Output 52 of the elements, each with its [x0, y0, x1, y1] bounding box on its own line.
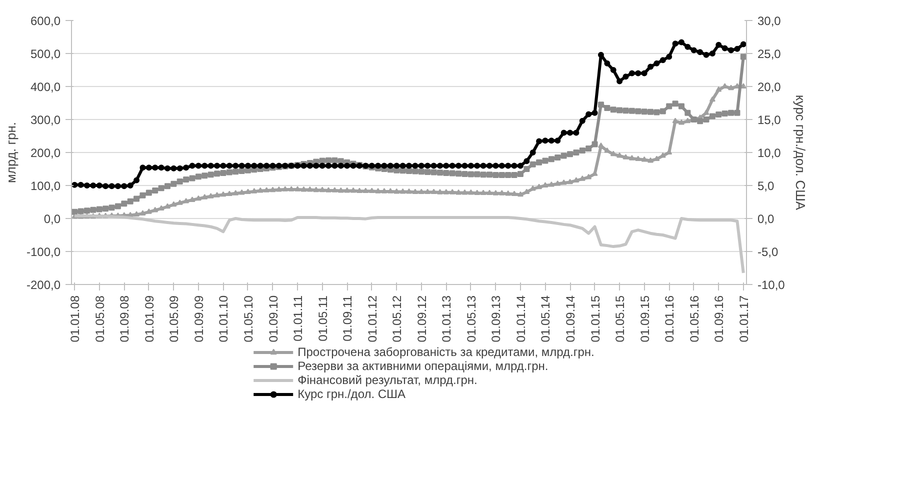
x-tick-label: 01.09.08 [118, 295, 132, 342]
x-tick-label: 01.09.14 [564, 295, 578, 342]
x-tick-label: 01.05.09 [167, 295, 182, 342]
x-tick-label: 01.05.13 [464, 295, 478, 342]
x-tick-label: 01.09.11 [340, 295, 355, 342]
x-tick-label: 01.05.08 [92, 295, 107, 342]
legend-label: Прострочена заборгованість за кредитами, млрд.грн. [298, 345, 594, 359]
x-tick-label: 01.01.15 [588, 295, 602, 342]
x-tick-label: 01.09.12 [414, 295, 429, 342]
x-tick-label: 01.09.16 [712, 295, 726, 342]
x-tick-label: 01.01.08 [68, 295, 82, 342]
y2-tick-label: 20,0 [758, 80, 782, 94]
y2-tick-label: -5,0 [758, 245, 779, 259]
x-tick-label: 01.01.13 [440, 295, 454, 342]
x-tick-label: 01.05.15 [613, 295, 628, 342]
y-tick-label: 100,0 [30, 179, 61, 193]
x-tick-label: 01.09.15 [638, 295, 652, 342]
x-tick-label: 01.09.09 [192, 295, 206, 342]
y-tick-label: -200,0 [26, 278, 61, 292]
y2-tick-label: 5,0 [758, 179, 775, 193]
y-tick-label: 200,0 [30, 146, 61, 160]
legend-label: Курс грн./дол. США [298, 387, 406, 401]
y2-tick-label: 30,0 [758, 14, 782, 28]
y-tick-label: 300,0 [30, 113, 61, 127]
x-tick-label: 01.05.14 [538, 295, 553, 342]
x-tick-label: 01.01.09 [142, 295, 156, 342]
y2-tick-label: 0,0 [758, 212, 775, 226]
legend-label: Фінансовий результат, млрд.грн. [298, 373, 478, 387]
y2-tick-label: -10,0 [758, 278, 786, 292]
x-tick-label: 01.05.10 [241, 295, 256, 342]
y-tick-label: -100,0 [26, 245, 61, 259]
x-tick-label: 01.01.16 [662, 295, 677, 342]
x-tick-label: 01.05.11 [316, 295, 330, 342]
y2-tick-label: 15,0 [758, 113, 782, 127]
x-tick-label: 01.01.12 [365, 295, 380, 342]
x-tick-label: 01.05.16 [687, 295, 702, 342]
x-tick-label: 01.05.12 [390, 295, 404, 342]
y-axis-title: млрд. грн. [3, 122, 18, 184]
y2-axis-title: курс грн./дол. США [792, 94, 808, 210]
y-tick-label: 600,0 [30, 14, 61, 28]
y-tick-label: 500,0 [30, 47, 61, 61]
x-tick-label: 01.01.10 [216, 295, 231, 342]
legend-label: Резерви за активними операціями, млрд.грн. [298, 359, 548, 373]
x-tick-label: 01.09.10 [266, 295, 280, 342]
y2-tick-label: 25,0 [758, 47, 782, 61]
x-tick-label: 01.01.11 [291, 295, 306, 342]
y-tick-label: 0,0 [44, 212, 61, 226]
y2-tick-label: 10,0 [758, 146, 782, 160]
x-tick-label: 01.01.14 [514, 295, 528, 342]
x-tick-label: 01.01.17 [736, 295, 751, 342]
x-tick-label: 01.09.13 [489, 295, 504, 342]
y-tick-label: 400,0 [30, 80, 61, 94]
